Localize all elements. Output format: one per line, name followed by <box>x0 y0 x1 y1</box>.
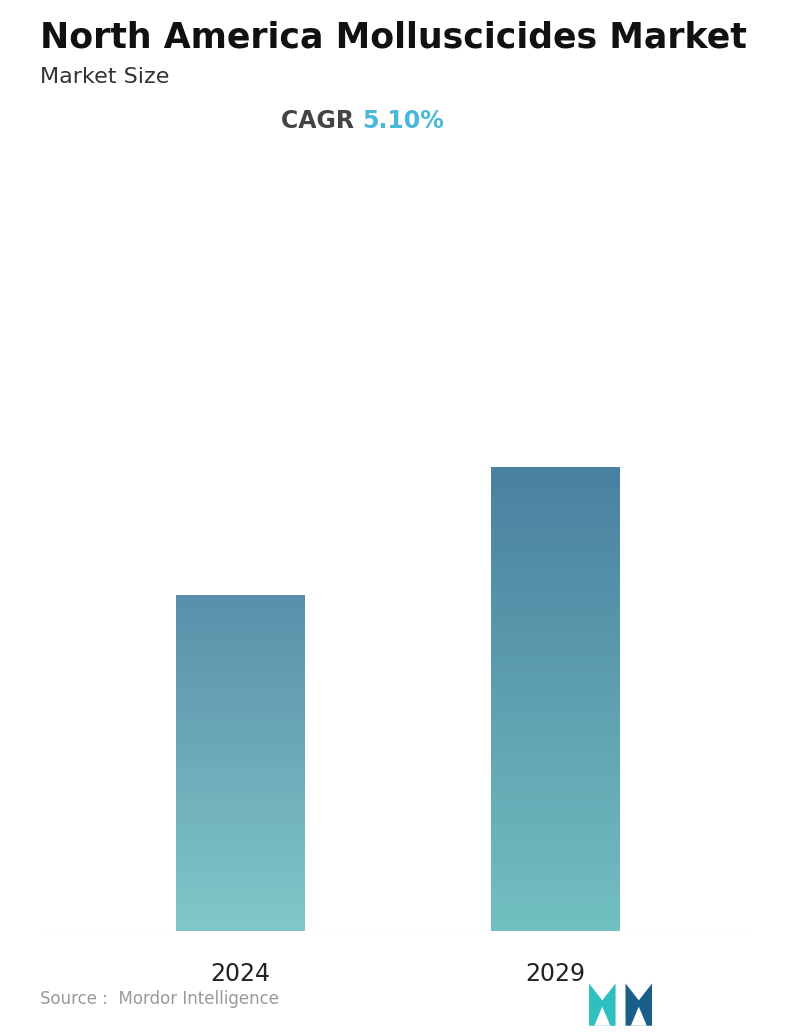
Text: CAGR: CAGR <box>281 109 362 132</box>
Text: Source :  Mordor Intelligence: Source : Mordor Intelligence <box>40 991 279 1008</box>
Polygon shape <box>595 1007 611 1026</box>
Text: 5.10%: 5.10% <box>362 109 444 132</box>
Text: North America Molluscicides Market: North America Molluscicides Market <box>40 21 747 55</box>
Text: Market Size: Market Size <box>40 67 170 87</box>
Polygon shape <box>626 983 652 1026</box>
Polygon shape <box>589 983 615 1026</box>
Polygon shape <box>630 1007 646 1026</box>
Text: 2029: 2029 <box>525 963 586 986</box>
Text: 2024: 2024 <box>210 963 271 986</box>
